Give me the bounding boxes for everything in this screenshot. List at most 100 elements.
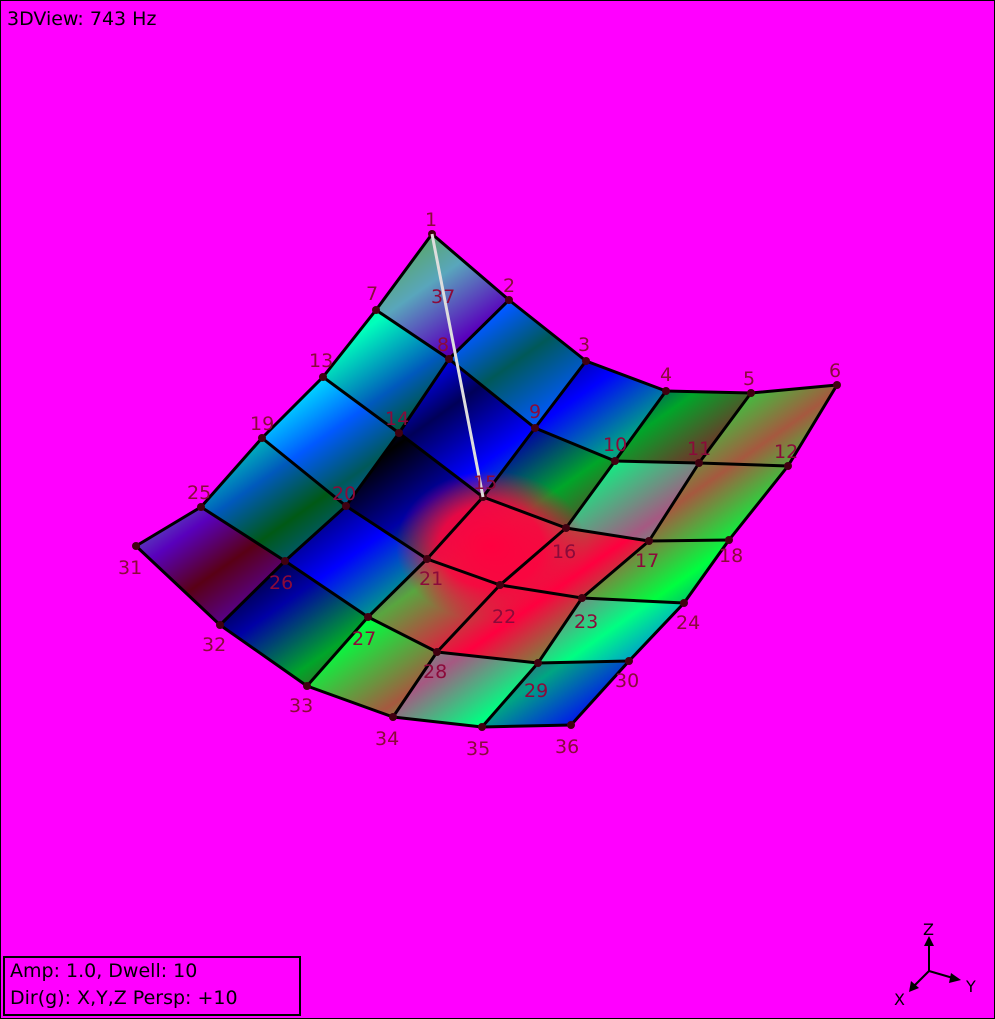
- mesh-node: [395, 429, 403, 437]
- mesh-column-line: [480, 392, 753, 728]
- mesh-row-line: [261, 436, 685, 605]
- mesh-cell: [323, 310, 449, 433]
- mesh-cell: [285, 506, 427, 617]
- mesh-grid-lines: [134, 232, 839, 729]
- status-amp-dwell: Amp: 1.0, Dwell: 10: [10, 960, 198, 982]
- node-label-26: 26: [269, 572, 293, 594]
- node-label-13: 13: [309, 350, 333, 372]
- node-label-14: 14: [385, 408, 409, 430]
- node-label-28: 28: [423, 661, 447, 683]
- mesh-node: [258, 434, 266, 442]
- node-label-32: 32: [202, 634, 226, 656]
- status-direction-perspective: Dir(g): X,Y,Z Persp: +10: [10, 987, 238, 1009]
- node-label-17: 17: [635, 550, 659, 572]
- node-label-21: 21: [419, 568, 443, 590]
- mesh-node: [625, 657, 633, 665]
- node-label-24: 24: [676, 612, 700, 634]
- node-label-27: 27: [352, 628, 376, 650]
- node-label-3: 3: [578, 334, 590, 356]
- node-label-34: 34: [375, 728, 399, 750]
- mesh-row-line: [375, 308, 789, 468]
- mesh-node: [433, 648, 441, 656]
- mesh-cell: [582, 540, 729, 603]
- mesh-node: [216, 621, 224, 629]
- mesh-node: [567, 721, 575, 729]
- mesh-column-line: [391, 390, 668, 718]
- node-label-8: 8: [437, 334, 449, 356]
- node-label-30: 30: [615, 670, 639, 692]
- mesh-cell: [649, 463, 788, 541]
- node-label-4: 4: [660, 364, 672, 386]
- mesh-node: [197, 503, 205, 511]
- node-label-11: 11: [687, 438, 711, 460]
- node-label-33: 33: [289, 695, 313, 717]
- node-label-10: 10: [603, 434, 627, 456]
- mesh-cell: [699, 385, 837, 466]
- mesh-cell: [307, 617, 437, 717]
- node-label-22: 22: [492, 606, 516, 628]
- mesh-node: [496, 581, 504, 589]
- mesh-node: [531, 424, 539, 432]
- mesh-node: [725, 536, 733, 544]
- mesh-node: [281, 557, 289, 565]
- mesh-node: [132, 542, 140, 550]
- node-label-2: 2: [503, 275, 515, 297]
- mesh-column-line: [305, 360, 588, 687]
- mesh-node: [833, 381, 841, 389]
- mesh-node: [747, 389, 755, 397]
- axis-y-label: Y: [965, 977, 976, 996]
- mesh-node: [582, 357, 590, 365]
- mesh-node: [342, 502, 350, 510]
- mesh-column-line: [218, 298, 511, 627]
- mesh-cell: [449, 300, 586, 428]
- mesh-row-line: [200, 505, 630, 665]
- mesh-column-line: [569, 384, 839, 727]
- mesh-row-line: [431, 232, 838, 395]
- mesh-node: [784, 462, 792, 470]
- mesh-node: [578, 594, 586, 602]
- node-label-29: 29: [524, 680, 548, 702]
- mesh-node: [645, 537, 653, 545]
- node-label-20: 20: [332, 483, 356, 505]
- mesh-cell: [393, 652, 538, 727]
- node-label-35: 35: [466, 738, 490, 760]
- node-label-25: 25: [187, 482, 211, 504]
- axis-triad-icon: Z Y X: [894, 920, 976, 1009]
- center-hotspot: [396, 471, 586, 621]
- node-label-37: 37: [431, 286, 455, 308]
- mesh-node: [423, 555, 431, 563]
- mesh-node: [611, 457, 619, 465]
- mesh-node: [662, 387, 670, 395]
- mesh-cell: [566, 461, 699, 541]
- mesh-column-line: [135, 233, 434, 548]
- mesh-row-line: [322, 375, 730, 543]
- node-label-19: 19: [250, 413, 274, 435]
- mesh-nodes: [132, 230, 841, 731]
- mesh-cell: [482, 661, 629, 727]
- mesh-node: [695, 459, 703, 467]
- mesh-row-line: [134, 544, 572, 729]
- mesh-node: [389, 713, 397, 721]
- mesh-node: [680, 599, 688, 607]
- mesh-node: [478, 723, 486, 731]
- mesh-cell: [136, 507, 285, 625]
- node-label-18: 18: [719, 545, 743, 567]
- mesh-cell: [615, 391, 751, 463]
- node-label-7: 7: [366, 283, 378, 305]
- node-label-12: 12: [774, 441, 798, 463]
- mesh-node: [562, 524, 570, 532]
- node-label-5: 5: [743, 368, 755, 390]
- view-title: 3DView: 743 Hz: [7, 8, 157, 30]
- status-panel: Amp: 1.0, Dwell: 10 Dir(g): X,Y,Z Persp:…: [3, 956, 301, 1016]
- mesh-node: [303, 682, 311, 690]
- mesh-node: [364, 613, 372, 621]
- mesh-cell: [399, 359, 535, 497]
- mesh-node: [319, 373, 327, 381]
- axis-z-label: Z: [923, 920, 934, 939]
- node-label-6: 6: [829, 360, 841, 382]
- mesh-node: [534, 659, 542, 667]
- node-label-16: 16: [552, 541, 576, 563]
